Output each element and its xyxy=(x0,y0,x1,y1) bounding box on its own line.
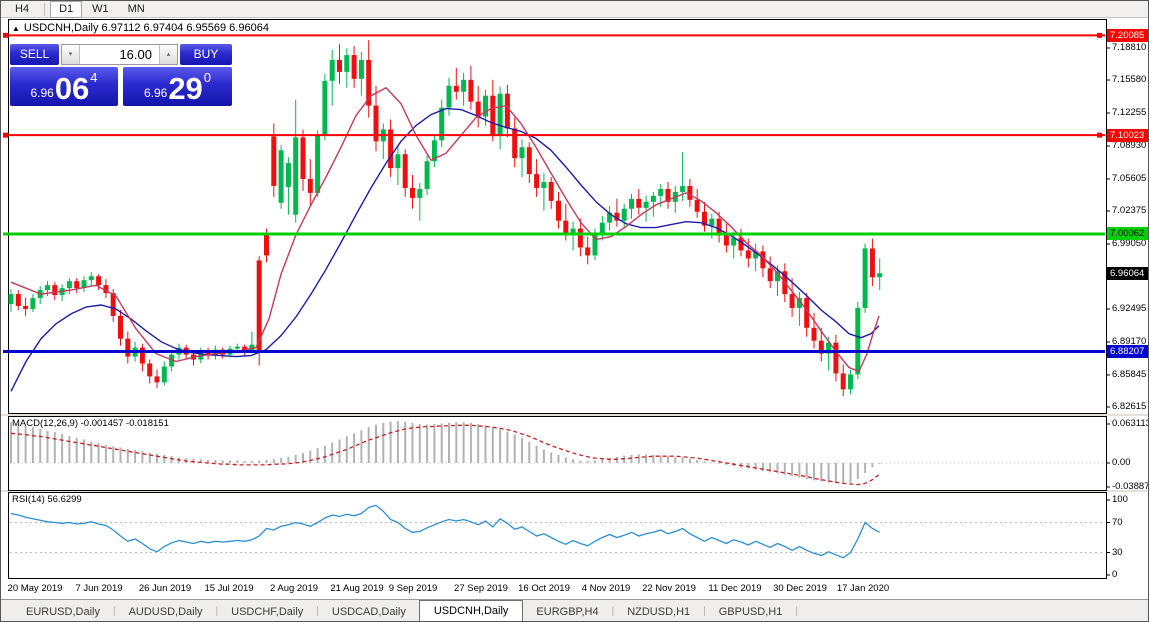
price-axis-label: 6.99050 xyxy=(1112,237,1147,249)
price-axis-label: 7.12255 xyxy=(1112,107,1147,119)
symbol-tab-audusd[interactable]: AUDUSD,Daily xyxy=(128,606,203,618)
symbol-tab-usdchf[interactable]: USDCHF,Daily xyxy=(231,606,304,618)
price-axis-label: 7.15580 xyxy=(1112,74,1147,86)
symbol-tab-eurgbp[interactable]: EURGBP,H4 xyxy=(536,606,599,618)
price-axis-label: 6.92495 xyxy=(1112,303,1147,314)
price-level-badge: 7.00062 xyxy=(1107,227,1148,241)
rsi-axis-label: 0 xyxy=(1112,569,1118,580)
symbol-tab-eurusd[interactable]: EURUSD,Daily xyxy=(26,606,100,618)
price-axis-label: 6.82615 xyxy=(1112,401,1147,412)
rsi-label: RSI(14) 56.6299 xyxy=(12,494,82,505)
date-axis-label: 30 Dec 2019 xyxy=(773,583,827,594)
buy-price-sup: 0 xyxy=(203,70,212,85)
sell-button[interactable]: SELL xyxy=(10,44,59,65)
date-axis-label: 22 Nov 2019 xyxy=(642,583,696,594)
buy-price-big: 29 xyxy=(168,71,203,106)
date-axis-label: 11 Dec 2019 xyxy=(708,583,762,594)
rsi-pane[interactable] xyxy=(8,492,1107,579)
date-axis-label: 20 May 2019 xyxy=(7,583,63,594)
tab-separator: | xyxy=(795,606,798,617)
sell-price-big: 06 xyxy=(54,71,90,106)
tab-separator: | xyxy=(703,606,706,617)
date-axis-label: 15 Jul 2019 xyxy=(204,583,254,594)
timeframe-button-d1[interactable]: D1 xyxy=(50,1,83,18)
price-axis[interactable]: 7.18810 7.15580 7.12255 7.08930 7.05605 7.023… xyxy=(1107,19,1149,599)
chart-title-text: USDCNH,Daily 6.97112 6.97404 6.95569 6.9… xyxy=(23,22,269,34)
tab-separator: | xyxy=(112,606,116,617)
date-axis-label: 2 Aug 2019 xyxy=(269,583,319,594)
date-axis-label: 26 Jun 2019 xyxy=(138,583,192,594)
buy-price-panel[interactable]: 6.96 29 0 xyxy=(123,67,232,106)
date-axis-label: 4 Nov 2019 xyxy=(581,583,631,594)
symbol-tab-usdcnh[interactable]: USDCNH,Daily xyxy=(418,600,524,621)
sell-price-small: 6.96 xyxy=(30,86,54,100)
pane-divider[interactable] xyxy=(1,414,1148,416)
rsi-axis-label: 70 xyxy=(1112,516,1123,528)
timeframe-button-h4[interactable]: H4 xyxy=(15,2,30,15)
price-axis-label: 7.02375 xyxy=(1112,205,1147,216)
price-axis-label: 6.89170 xyxy=(1112,335,1147,347)
symbol-tab-nzdusd[interactable]: NZDUSD,H1 xyxy=(627,606,691,618)
pane-divider[interactable] xyxy=(1,490,1148,492)
volume-increase-icon[interactable]: ▴ xyxy=(159,45,177,64)
buy-button[interactable]: BUY xyxy=(180,44,232,65)
date-axis-label: 7 Jun 2019 xyxy=(75,583,123,594)
rsi-axis-label: 100 xyxy=(1112,494,1128,505)
price-level-badge: 6.88207 xyxy=(1107,345,1148,359)
toolbar-separator xyxy=(44,2,46,16)
macd-pane[interactable] xyxy=(8,416,1107,491)
price-axis-label: 7.05605 xyxy=(1112,172,1147,184)
symbol-tab-bar: EURUSD,Daily | AUDUSD,Daily | USDCHF,Daily | U… xyxy=(1,599,1148,621)
date-axis-label: 16 Oct 2019 xyxy=(518,583,570,594)
tab-separator: | xyxy=(316,606,319,617)
tab-separator: | xyxy=(215,606,219,617)
macd-axis-label: -0.038872 xyxy=(1112,481,1149,492)
one-click-trading-panel: SELL ▾ 16.00 ▴ BUY 6.96 06 4 6.96 29 0 xyxy=(10,44,232,106)
price-level-badge: 7.10023 xyxy=(1107,128,1148,142)
macd-axis-label: 0.063113 xyxy=(1112,418,1149,429)
price-level-badge: 6.96064 xyxy=(1107,267,1148,281)
buy-price-small: 6.96 xyxy=(143,86,168,100)
price-axis-label: 7.08930 xyxy=(1112,139,1147,151)
volume-decrease-icon[interactable]: ▾ xyxy=(62,45,80,64)
symbol-tab-usdcad[interactable]: USDCAD,Daily xyxy=(331,606,406,618)
date-axis[interactable]: 20 May 2019 7 Jun 2019 26 Jun 2019 15 Jul 2… xyxy=(1,579,1148,599)
macd-label: MACD(12,26,9) -0.001457 -0.018151 xyxy=(12,418,169,429)
sell-price-sup: 4 xyxy=(90,70,98,85)
sell-price-panel[interactable]: 6.96 06 4 xyxy=(10,67,118,106)
date-axis-label: 27 Sep 2019 xyxy=(454,583,508,594)
macd-axis-label: 0.00 xyxy=(1112,457,1131,468)
volume-box: ▾ 16.00 ▴ xyxy=(61,44,178,65)
rsi-axis-label: 30 xyxy=(1112,546,1123,558)
timeframe-button-w1[interactable]: W1 xyxy=(92,2,109,15)
date-axis-label: 17 Jan 2020 xyxy=(836,583,890,594)
price-axis-label: 7.18810 xyxy=(1112,42,1147,53)
chart-title: ▲ USDCNH,Daily 6.97112 6.97404 6.95569 6.… xyxy=(12,22,269,34)
price-level-badge: 7.20085 xyxy=(1107,28,1148,42)
date-axis-label: 9 Sep 2019 xyxy=(388,583,438,594)
timeframe-button-mn[interactable]: MN xyxy=(127,2,145,15)
price-axis-label: 6.85845 xyxy=(1112,368,1147,380)
tab-separator: | xyxy=(611,606,615,617)
symbol-tab-gbpusd[interactable]: GBPUSD,H1 xyxy=(718,606,783,618)
timeframe-toolbar: H4 D1 W1 MN xyxy=(1,1,1148,18)
symbol-marker-icon: ▲ xyxy=(12,24,20,33)
volume-input[interactable]: 16.00 xyxy=(119,47,152,62)
date-axis-label: 21 Aug 2019 xyxy=(330,583,384,594)
